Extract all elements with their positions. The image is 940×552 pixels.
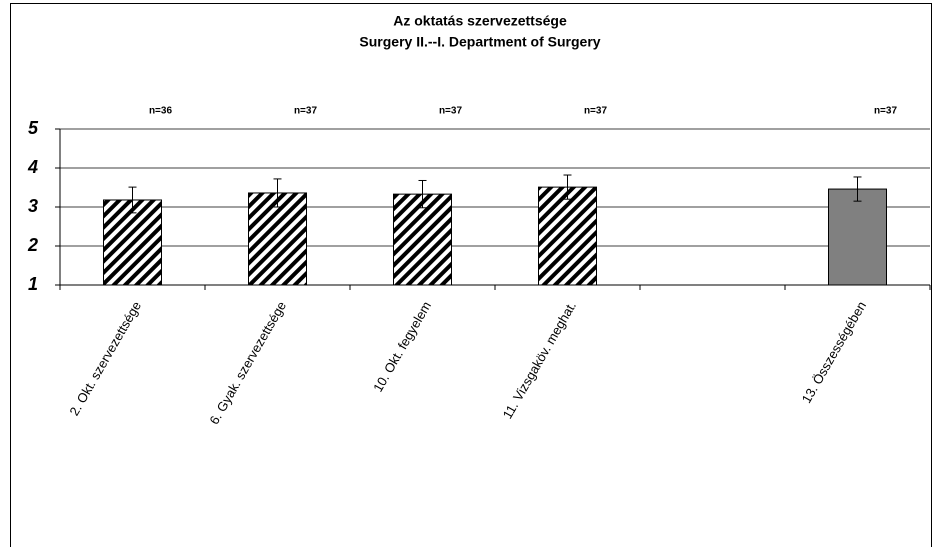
y-tick-label: 1 [28, 274, 38, 294]
n-label: n=37 [439, 106, 463, 117]
frame [10, 3, 932, 552]
x-tick-label: 2. Okt. szervezettsége [66, 299, 144, 419]
chart-subtitle: Surgery II.--I. Department of Surgery [359, 34, 600, 50]
bar [538, 186, 597, 286]
x-tick-label: 10. Okt. fegyelem [370, 299, 434, 395]
y-tick-label: 3 [28, 196, 38, 216]
y-tick-label: 4 [27, 157, 38, 177]
n-label: n=37 [294, 106, 318, 117]
x-tick-label: 13. Összességében [799, 299, 869, 406]
error-bar [128, 186, 137, 214]
n-label: n=36 [149, 106, 173, 117]
error-bar [418, 179, 427, 209]
x-tick-label: 11. Vizsgaköv. meghat. [500, 299, 579, 422]
y-tick-label: 2 [27, 235, 38, 255]
n-label: n=37 [874, 106, 898, 117]
error-bar [853, 176, 862, 202]
chart-title: Az oktatás szervezettsége [393, 13, 567, 29]
x-tick-label: 6. Gyak. szervezettsége [206, 299, 289, 427]
y-tick-label: 5 [28, 118, 39, 138]
bar [828, 188, 887, 286]
n-label: n=37 [584, 106, 608, 117]
error-bar [273, 178, 282, 208]
error-bar [563, 174, 572, 200]
